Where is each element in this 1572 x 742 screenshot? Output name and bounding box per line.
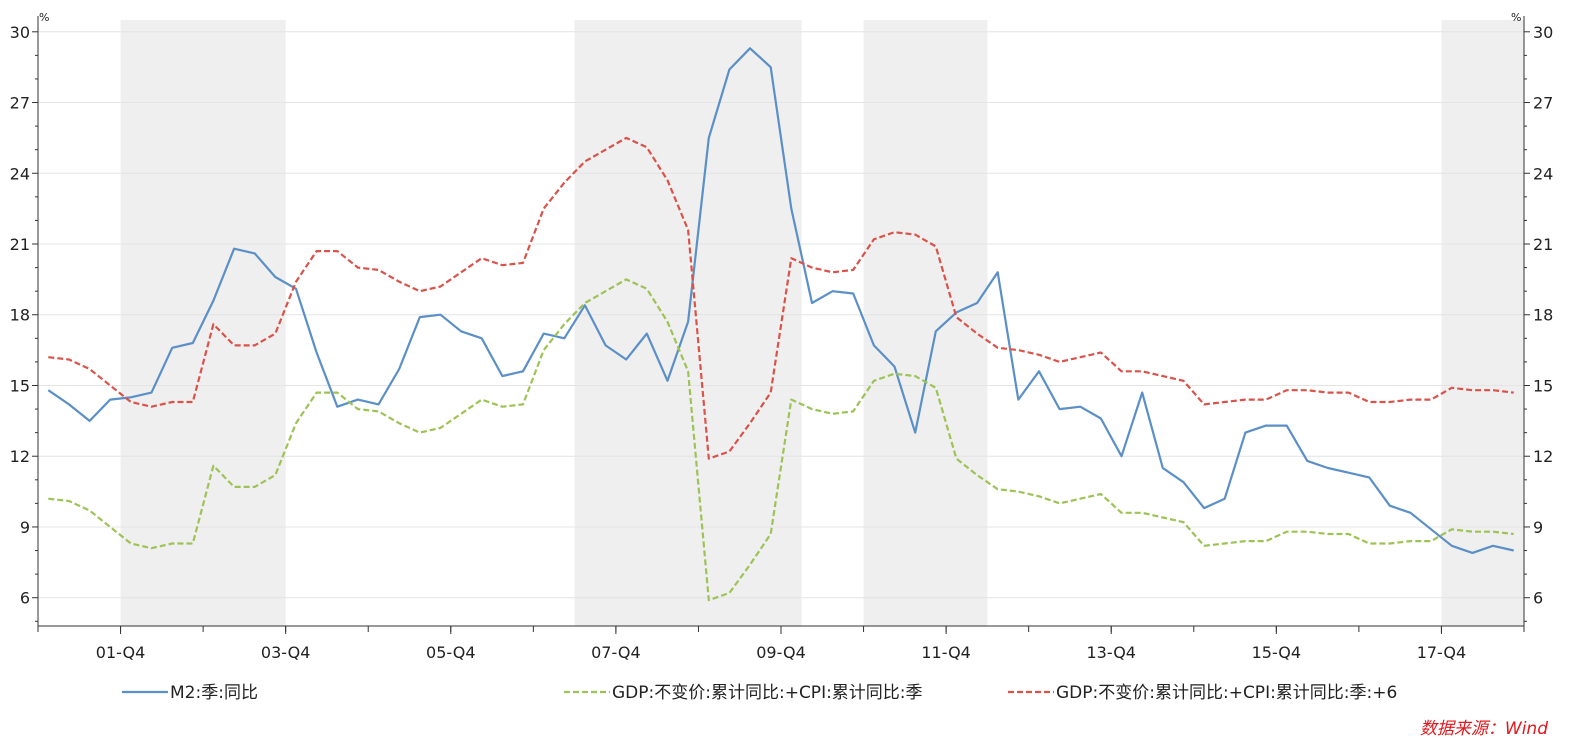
series-line-3 xyxy=(48,136,1514,460)
series-line-1 xyxy=(47,47,1514,554)
legend: M2:季:同比 GDP:不变价:累计同比:+CPI:累计同比:季 GDP:不变价:累… xyxy=(122,683,1397,703)
shaded-band xyxy=(1441,20,1524,626)
y-tick-label-right: 12 xyxy=(1533,447,1553,466)
y-tick-label-right: 9 xyxy=(1533,518,1543,537)
legend-label-1: M2:季:同比 xyxy=(170,683,258,703)
y-tick-label-right: 21 xyxy=(1533,235,1553,254)
y-tick-label-left: 15 xyxy=(10,376,30,395)
y-tick-label-left: 24 xyxy=(10,164,30,183)
right-unit-label: % xyxy=(1511,11,1521,24)
gridlines xyxy=(38,31,1524,599)
y-tick-label-right: 30 xyxy=(1533,23,1553,42)
y-tick-label-left: 18 xyxy=(10,306,30,325)
y-tick-label-right: 18 xyxy=(1533,306,1553,325)
y-tick-label-left: 21 xyxy=(10,235,30,254)
y-tick-label-left: 30 xyxy=(10,23,30,42)
axes: % % 30 30 27 27 24 24 21 21 18 18 15 15 12 12 9 9 6 6 01-Q4 0… xyxy=(10,11,1554,662)
y-tick-label-left: 12 xyxy=(10,447,30,466)
shaded-band xyxy=(863,20,988,626)
left-unit-label: % xyxy=(39,11,49,24)
x-tick-label: 15-Q4 xyxy=(1252,643,1302,662)
y-tick-label-right: 6 xyxy=(1533,589,1543,608)
y-tick-label-right: 27 xyxy=(1533,94,1553,113)
shaded-periods xyxy=(120,20,1524,626)
x-tick-label: 17-Q4 xyxy=(1417,643,1467,662)
y-tick-label-left: 6 xyxy=(20,589,30,608)
x-tick-label: 13-Q4 xyxy=(1086,643,1136,662)
source-note: 数据来源：Wind xyxy=(1419,719,1548,739)
legend-label-2: GDP:不变价:累计同比:+CPI:累计同比:季 xyxy=(612,683,923,703)
x-tick-label: 01-Q4 xyxy=(96,643,146,662)
series-lines xyxy=(47,47,1514,602)
y-tick-label-right: 15 xyxy=(1533,376,1553,395)
y-tick-label-left: 27 xyxy=(10,94,30,113)
x-tick-label: 07-Q4 xyxy=(591,643,641,662)
x-tick-label: 03-Q4 xyxy=(261,643,311,662)
legend-label-3: GDP:不变价:累计同比:+CPI:累计同比:季:+6 xyxy=(1056,683,1397,703)
x-tick-label: 11-Q4 xyxy=(921,643,971,662)
series-line-2 xyxy=(48,278,1514,602)
x-tick-label: 09-Q4 xyxy=(756,643,806,662)
y-tick-label-right: 24 xyxy=(1533,164,1553,183)
x-tick-label: 05-Q4 xyxy=(426,643,476,662)
y-tick-label-left: 9 xyxy=(20,518,30,537)
